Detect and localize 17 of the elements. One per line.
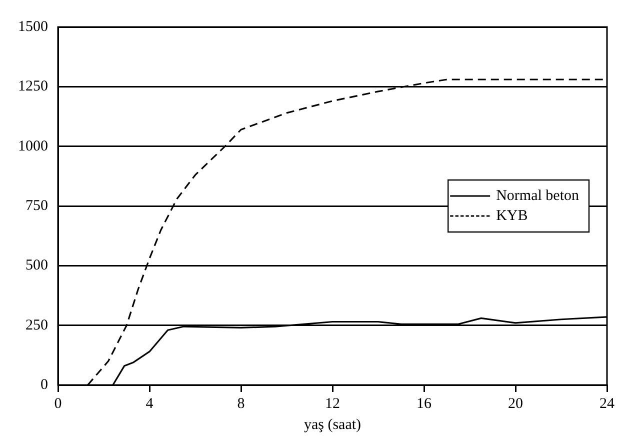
x-axis-title: yaş (saat) <box>304 416 362 433</box>
y-tick-label: 250 <box>26 317 48 334</box>
x-tick-label: 0 <box>54 396 62 412</box>
y-tick-label: 500 <box>26 258 48 274</box>
x-tick-label: 4 <box>146 396 154 412</box>
y-tick-label: 1250 <box>18 78 48 95</box>
x-tick-label: 8 <box>237 396 245 412</box>
x-tick-label: 16 <box>416 396 432 412</box>
y-tick-label: 1000 <box>18 138 48 154</box>
x-tick-label: 24 <box>600 396 615 412</box>
y-tick-label: 750 <box>26 198 48 214</box>
x-tick-label: 20 <box>508 396 523 412</box>
legend-label: Normal beton <box>496 188 580 204</box>
x-tick-label: 12 <box>325 396 340 412</box>
y-tick-label: 1500 <box>18 18 48 35</box>
legend-label: KYB <box>496 208 528 224</box>
y-tick-label: 0 <box>40 376 48 393</box>
